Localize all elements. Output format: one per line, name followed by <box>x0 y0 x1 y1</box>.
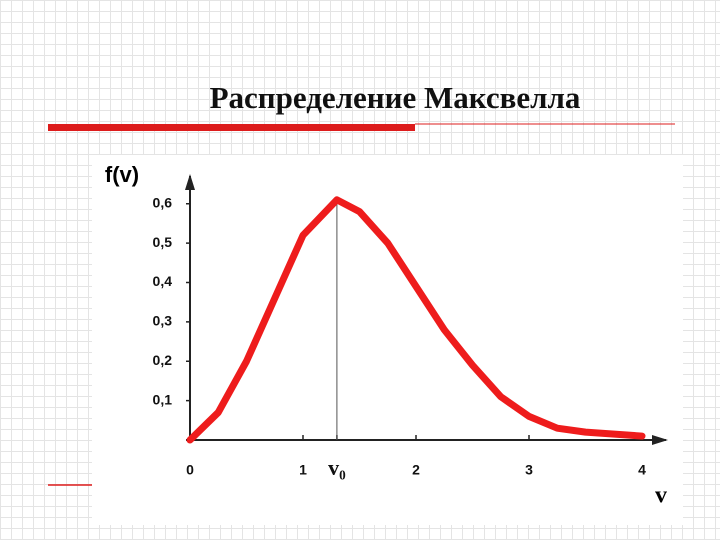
chart-panel <box>92 155 683 525</box>
x-tick-label: 4 <box>638 462 646 478</box>
y-arrow <box>185 174 195 190</box>
slide-title: Распределение Максвелла <box>210 80 581 115</box>
x-axis-label: v <box>655 483 667 509</box>
x-arrow <box>652 435 668 445</box>
y-tick-label: 0,5 <box>153 234 173 250</box>
title-bar <box>48 124 415 131</box>
y-tick-label: 0,2 <box>153 352 173 368</box>
x-tick-label: 2 <box>412 462 420 478</box>
x-tick-label: 0 <box>186 462 194 478</box>
y-tick-label: 0,1 <box>153 391 173 407</box>
y-tick-label: 0,3 <box>153 313 173 329</box>
x-tick-label: v₀ <box>328 455 346 480</box>
y-axis-label: f(v) <box>105 162 139 187</box>
y-tick-label: 0,6 <box>153 194 173 210</box>
x-tick-label: 3 <box>525 462 533 478</box>
x-tick-label: 1 <box>299 462 307 478</box>
y-tick-label: 0,4 <box>153 273 173 289</box>
curve <box>186 196 646 444</box>
